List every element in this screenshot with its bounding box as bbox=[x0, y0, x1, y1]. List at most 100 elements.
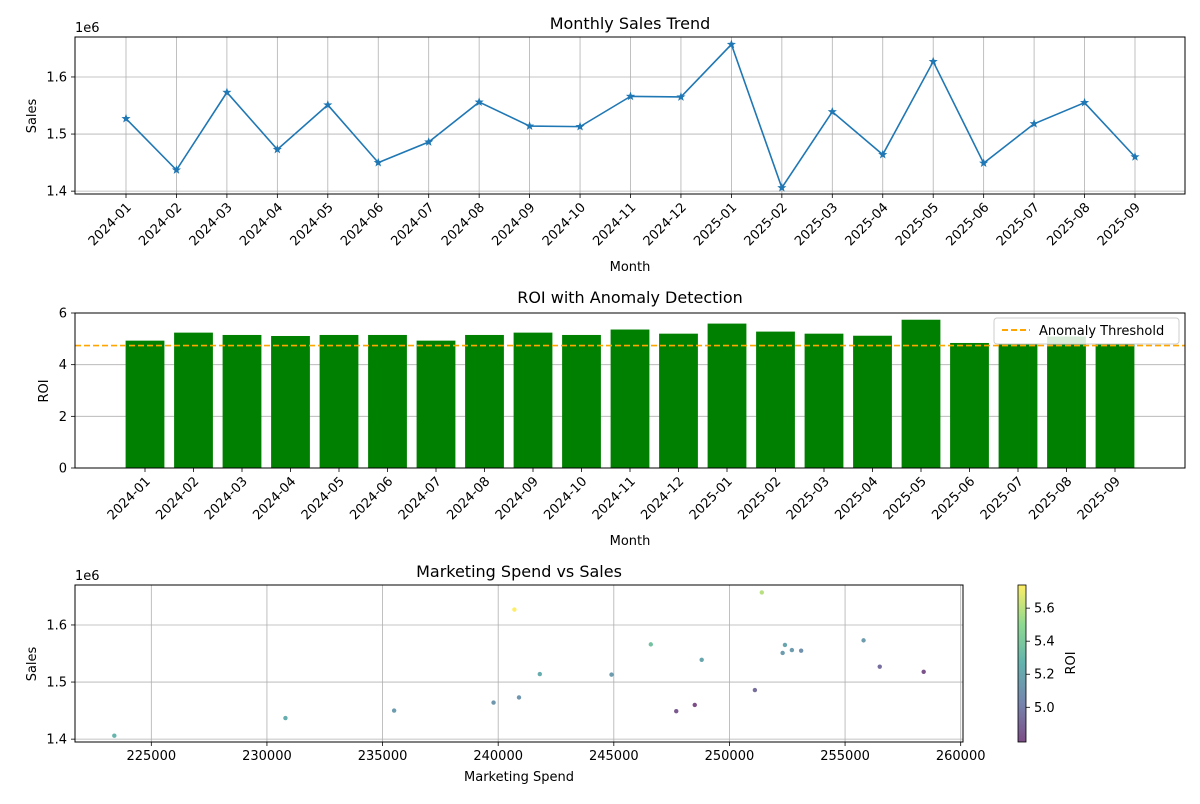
spend-vs-sales-grid bbox=[75, 585, 963, 742]
sales-trend-point bbox=[373, 157, 383, 167]
roi-legend-box bbox=[993, 317, 1180, 345]
roi-colorbar-tick-label: 5.6 bbox=[1034, 602, 1055, 617]
roi-bar bbox=[901, 319, 941, 468]
roi-bar bbox=[174, 332, 213, 468]
spend-vs-sales-x-tick-label: 260000 bbox=[936, 749, 986, 764]
sales-trend-point bbox=[121, 113, 131, 123]
roi-colorbar-ticks: 5.0 5.2 5.4 5.6 bbox=[1026, 602, 1055, 716]
roi-legend: Anomaly Threshold bbox=[993, 317, 1180, 345]
sales-trend-point bbox=[676, 92, 686, 101]
spend-vs-sales-point bbox=[648, 642, 654, 647]
spend-vs-sales-x-tick-label: 230000 bbox=[242, 749, 292, 764]
roi-colorbar-tick-label: 5.2 bbox=[1034, 668, 1055, 683]
spend-vs-sales-point bbox=[391, 708, 397, 713]
spend-vs-sales-x-tick-label: 225000 bbox=[126, 749, 176, 764]
spend-vs-sales-point bbox=[112, 733, 117, 738]
sales-trend-y-offset: 1e6 bbox=[75, 21, 100, 36]
roi-bar bbox=[998, 343, 1038, 468]
spend-vs-sales-panel: 225000 230000 235000 240000 245000 250000 2550… bbox=[25, 562, 1079, 785]
roi-bar bbox=[610, 329, 650, 468]
sales-trend-point bbox=[1130, 152, 1140, 161]
roi-y-tick-label: 6 bbox=[59, 307, 67, 322]
spend-vs-sales-x-tick-label: 250000 bbox=[705, 749, 755, 764]
roi-colorbar-tick-label: 5.4 bbox=[1034, 635, 1055, 650]
spend-vs-sales-x-tick-label: 240000 bbox=[473, 749, 523, 764]
spend-vs-sales-x-label: Marketing Spend bbox=[464, 770, 574, 785]
roi-colorbar-label: ROI bbox=[1064, 651, 1079, 674]
roi-bar bbox=[707, 323, 747, 468]
sales-trend-point bbox=[878, 149, 888, 159]
roi-bar bbox=[271, 335, 310, 468]
spend-vs-sales-axes-frame bbox=[74, 584, 964, 743]
spend-vs-sales-point bbox=[921, 669, 926, 674]
spend-vs-sales-point bbox=[782, 642, 788, 648]
spend-vs-sales-y-label: Sales bbox=[25, 646, 40, 681]
spend-vs-sales-points bbox=[112, 590, 926, 738]
roi-colorbar-bar bbox=[1017, 584, 1027, 743]
spend-vs-sales-point bbox=[516, 695, 522, 700]
spend-vs-sales-point bbox=[537, 671, 543, 677]
sales-trend-point bbox=[575, 121, 585, 131]
roi-bar bbox=[1095, 344, 1135, 468]
sales-trend-axes-frame bbox=[74, 36, 1186, 195]
sales-trend-point bbox=[424, 137, 434, 146]
roi-bar bbox=[659, 333, 698, 468]
spend-vs-sales-point bbox=[752, 687, 758, 693]
roi-y-tick-label: 4 bbox=[59, 358, 67, 373]
sales-trend-point bbox=[474, 97, 484, 106]
spend-vs-sales-point bbox=[283, 715, 288, 721]
spend-vs-sales-y-tick-label: 1.5 bbox=[46, 676, 67, 691]
spend-vs-sales-point bbox=[491, 700, 496, 705]
sales-trend-point bbox=[827, 106, 837, 116]
roi-bar bbox=[756, 331, 795, 468]
sales-trend-point bbox=[625, 91, 636, 101]
roi-y-tick-label: 2 bbox=[59, 410, 67, 425]
spend-vs-sales-y-offset: 1e6 bbox=[75, 569, 100, 584]
sales-trend-point bbox=[323, 100, 333, 109]
sales-trend-y-tick-label: 1.6 bbox=[46, 70, 67, 85]
spend-vs-sales-point bbox=[609, 672, 614, 677]
spend-vs-sales-point bbox=[780, 650, 785, 656]
spend-vs-sales-point bbox=[798, 648, 804, 653]
sales-trend-grid bbox=[75, 37, 1185, 194]
sales-trend-point bbox=[272, 144, 282, 154]
roi-y-tick-label: 0 bbox=[59, 462, 67, 477]
roi-bar bbox=[416, 340, 456, 468]
roi-legend-label: Anomaly Threshold bbox=[1039, 324, 1164, 339]
roi-bar bbox=[804, 333, 844, 468]
spend-vs-sales-y-ticks: 1.4 1.5 1.6 bbox=[46, 618, 75, 748]
spend-vs-sales-point bbox=[759, 590, 765, 595]
sales-trend-point bbox=[1079, 97, 1090, 107]
sales-trend-y-tick-label: 1.5 bbox=[46, 128, 67, 143]
roi-colorbar-tick-label: 5.0 bbox=[1034, 701, 1055, 716]
spend-vs-sales-point bbox=[877, 664, 882, 669]
sales-trend-point bbox=[171, 165, 182, 174]
roi-bar bbox=[319, 334, 359, 468]
roi-bar bbox=[465, 334, 504, 468]
spend-vs-sales-point bbox=[861, 638, 866, 643]
roi-x-label: Month bbox=[610, 534, 651, 549]
spend-vs-sales-title: Marketing Spend vs Sales bbox=[416, 562, 622, 581]
roi-bar bbox=[222, 334, 262, 468]
spend-vs-sales-point bbox=[674, 708, 679, 714]
sales-trend-title: Monthly Sales Trend bbox=[550, 14, 711, 33]
spend-vs-sales-x-tick-label: 255000 bbox=[820, 749, 870, 764]
roi-bar bbox=[125, 340, 165, 468]
roi-y-label: ROI bbox=[37, 379, 52, 402]
spend-vs-sales-x-ticks: 225000 230000 235000 240000 245000 250000 2550… bbox=[126, 742, 986, 764]
roi-bar bbox=[1047, 336, 1086, 468]
spend-vs-sales-point bbox=[699, 657, 704, 662]
roi-bar bbox=[853, 335, 892, 468]
sales-trend-point bbox=[222, 87, 232, 97]
spend-vs-sales-point bbox=[789, 647, 795, 653]
spend-vs-sales-point bbox=[692, 702, 697, 708]
roi-bars bbox=[125, 319, 1135, 468]
sales-trend-point bbox=[726, 39, 736, 49]
sales-trend-series bbox=[121, 39, 1140, 192]
spend-vs-sales-x-tick-label: 245000 bbox=[589, 749, 639, 764]
spend-vs-sales-y-tick-label: 1.6 bbox=[46, 618, 67, 633]
roi-bar bbox=[950, 342, 989, 468]
sales-trend-y-tick-label: 1.4 bbox=[46, 185, 67, 200]
